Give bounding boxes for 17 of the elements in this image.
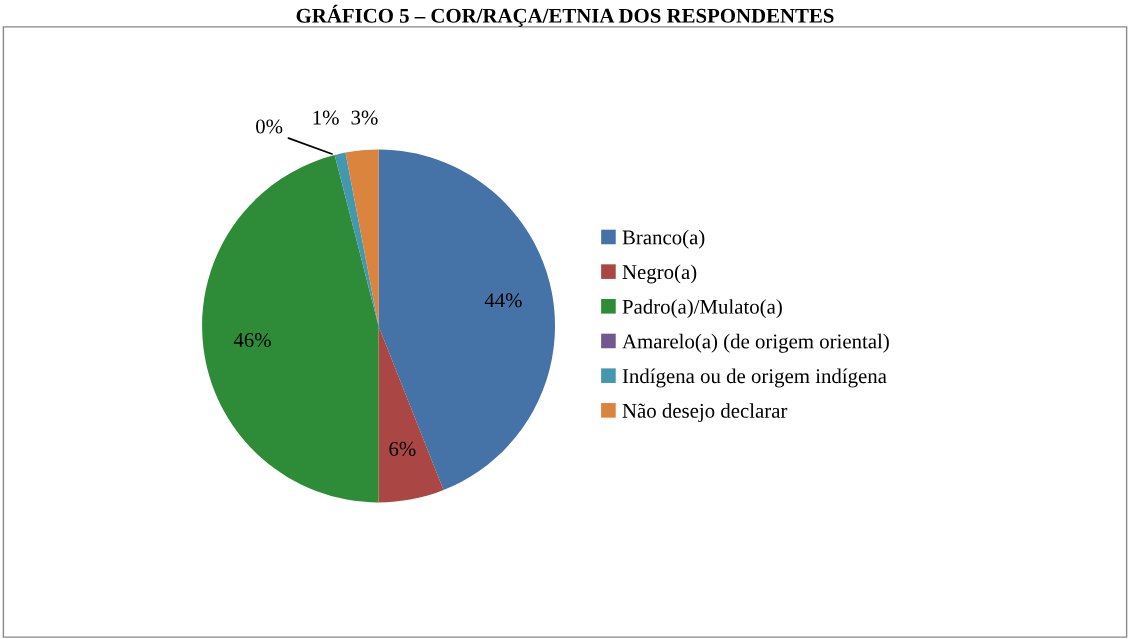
- pie-slice: [378, 325, 444, 503]
- legend-label: Negro(a): [622, 264, 697, 284]
- data-label: 1%: [313, 110, 339, 125]
- chart-title: GRÁFICO 5 – COR/RAÇA/ETNIA DOS RESPONDENTES: [296, 4, 834, 27]
- pie-slice: [378, 149, 556, 490]
- data-label: 3%: [351, 110, 378, 125]
- legend-label: Branco(a): [622, 229, 705, 249]
- data-label: 44%: [484, 293, 522, 308]
- legend-label: Amarelo(a) (de origem oriental): [622, 333, 889, 353]
- data-label: 46%: [233, 332, 271, 348]
- legend-label: Padro(a)/Mulato(a): [622, 299, 782, 319]
- data-label: 6%: [389, 441, 416, 456]
- pie-slice: [202, 154, 379, 503]
- legend-label: Indígena ou de origem indígena: [622, 368, 887, 388]
- pie-slice: [345, 149, 379, 326]
- text: 0%: [256, 119, 283, 134]
- legend-label: Não desejo declarar: [622, 403, 788, 423]
